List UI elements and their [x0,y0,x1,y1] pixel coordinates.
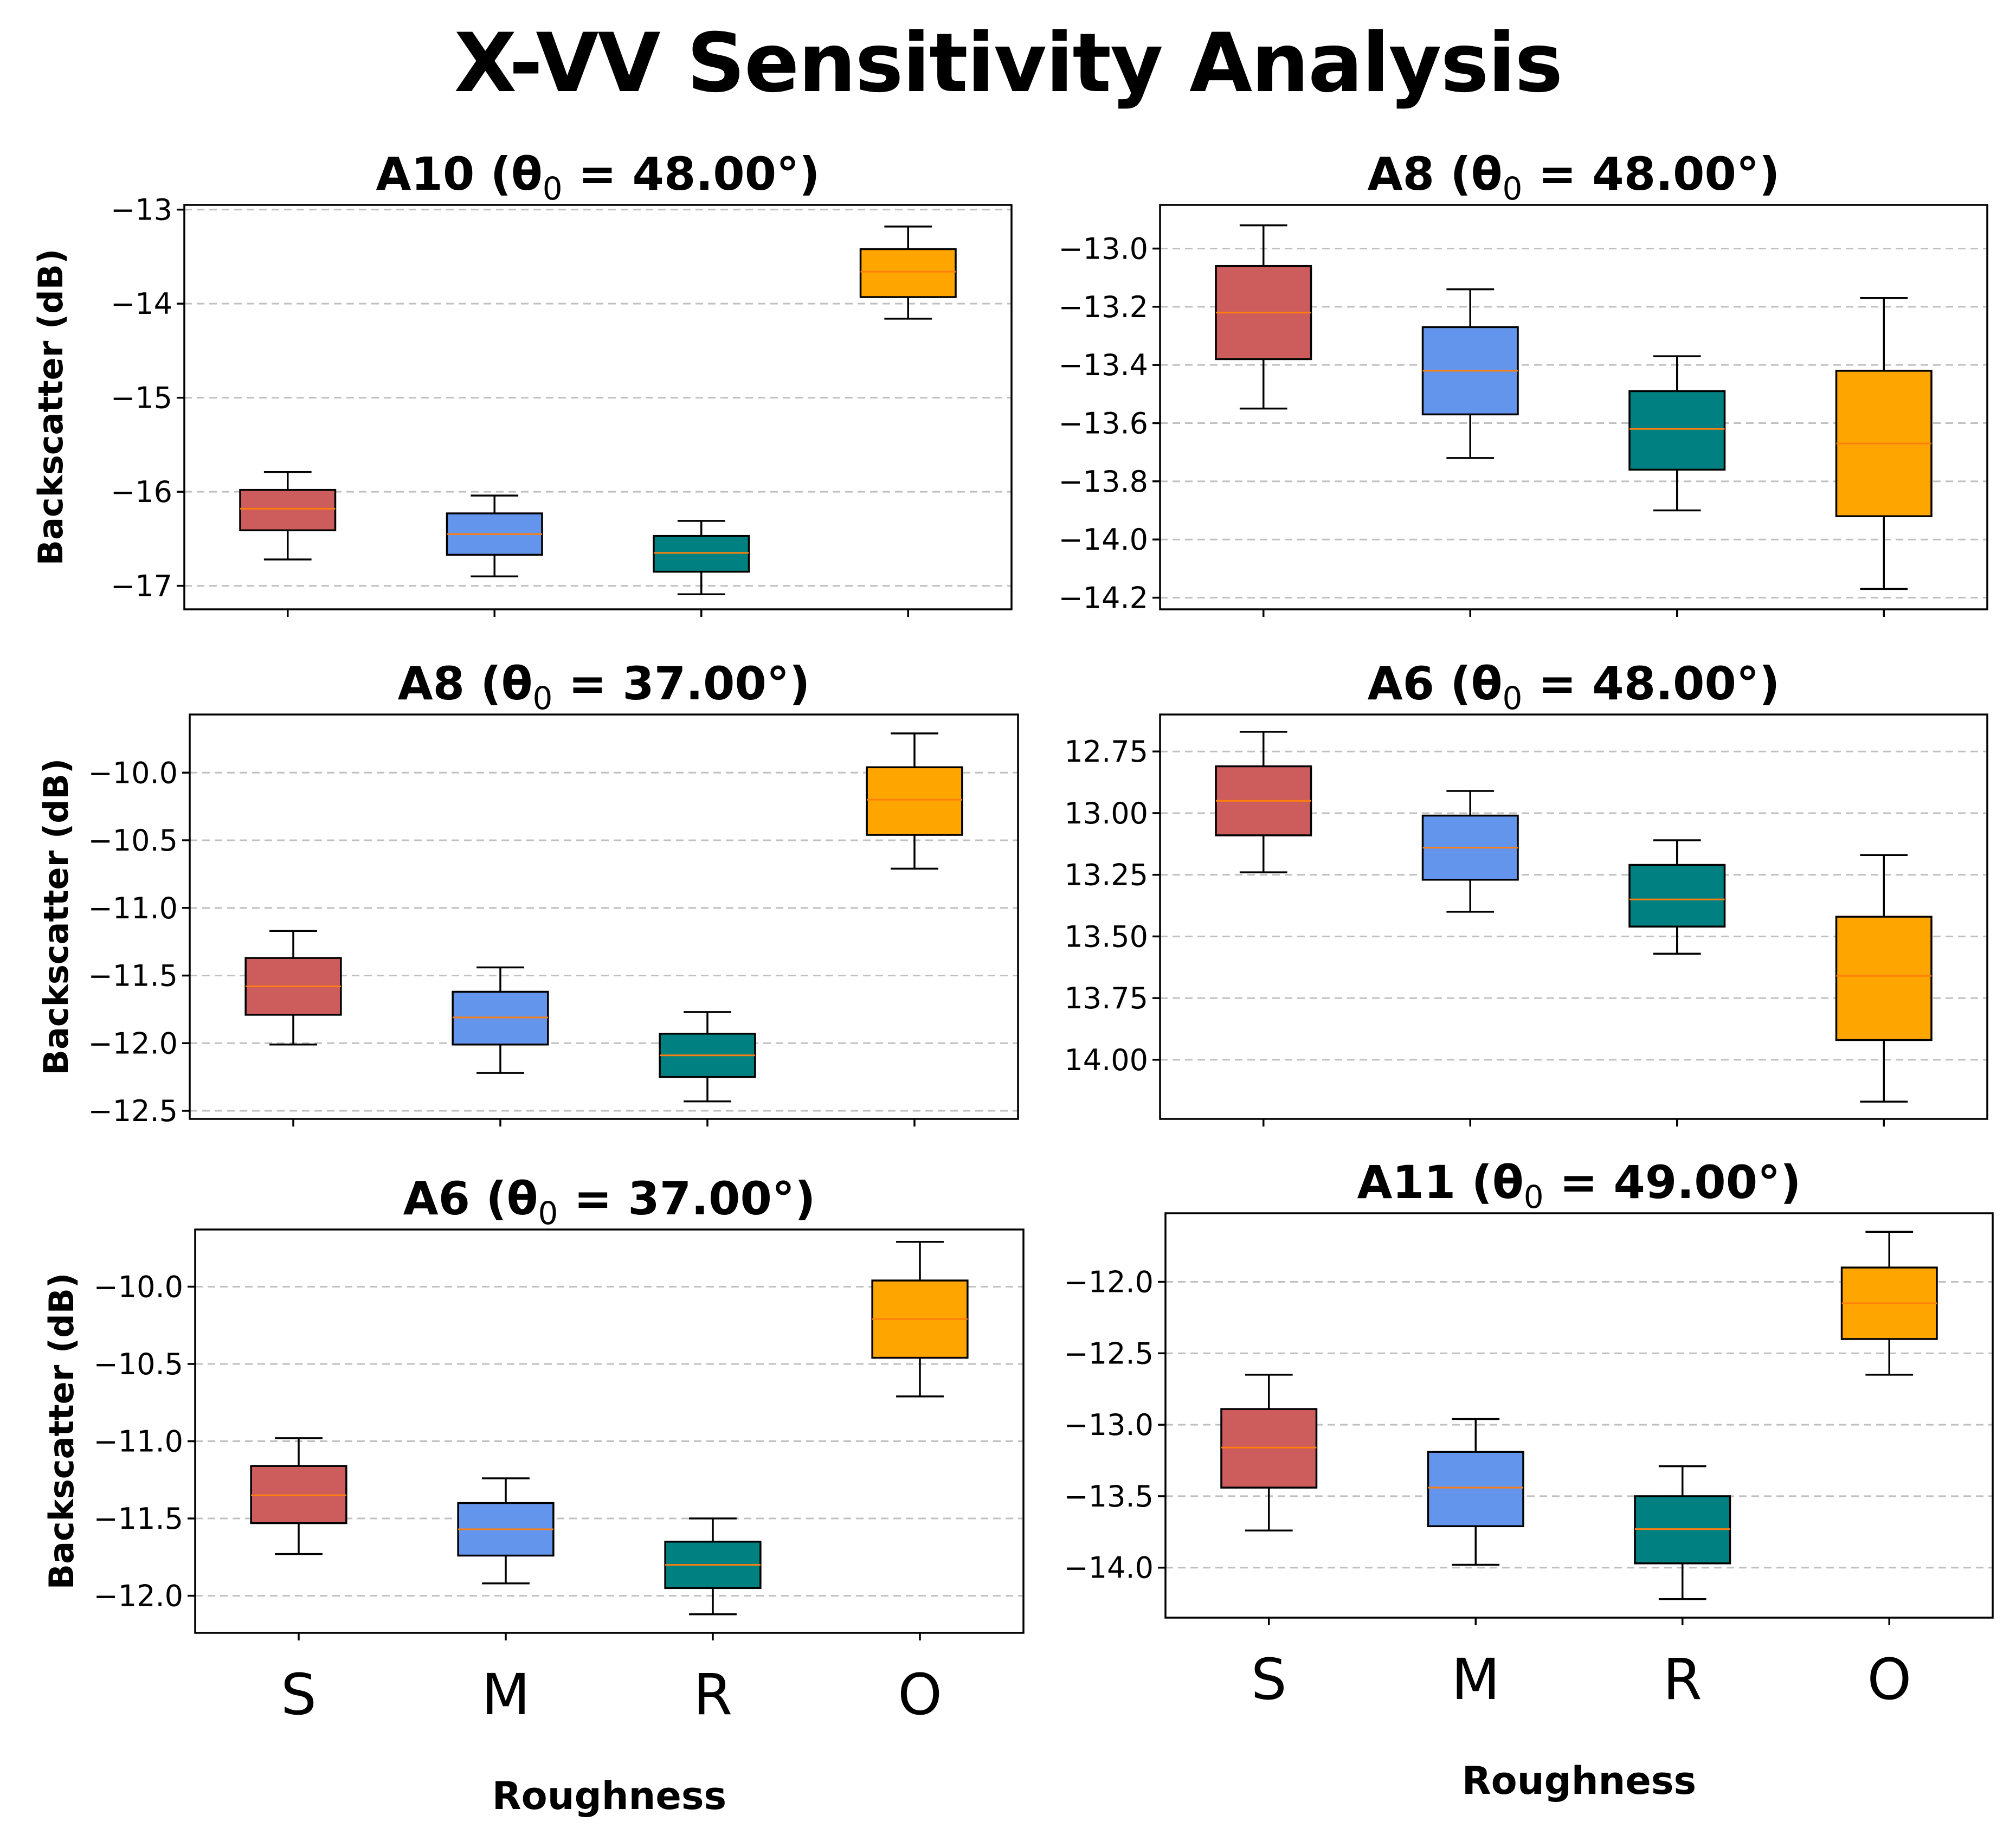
box-R [1634,1465,1731,1600]
box-S [244,930,342,1046]
y-tick-label: −12.0 [1064,1265,1154,1299]
y-tick-label: −15 [111,381,172,415]
y-tick-label: −13.6 [1059,407,1148,441]
box-body [1427,1451,1524,1528]
box-body [859,248,957,298]
axes-frame [1159,204,1988,610]
panel-6: −12.0 −12.5 −13.0 −13.5 −14.0 S M R O A11 (θ0 = 4… [1064,1156,1994,1803]
panel-title: A6 (θ0 = 37.00°) [403,1172,816,1232]
x-tick-label: S [1251,1646,1287,1713]
box-S [250,1437,347,1555]
box-M [446,494,543,578]
axes-frame [189,713,1019,1120]
box-O [871,1241,969,1398]
y-tick-label: −10.5 [88,823,178,858]
box-S [1220,1374,1318,1531]
box-body [866,766,963,836]
y-axis-label: Backscatter (dB) [36,758,76,1075]
box-M [457,1477,555,1585]
box-O [866,732,963,870]
box-O [1835,297,1933,590]
y-axis-label: Backscatter (dB) [42,1273,81,1589]
panel-3: −10.0 −10.5 −11.0 −11.5 −12.0 −12.5 A8 (θ0 = 3… [36,657,1019,1128]
y-tick-label: −13.2 [1059,290,1148,324]
box-O [859,226,957,320]
y-tick-label: −10.5 [94,1347,183,1381]
box-M [1421,790,1519,913]
box-R [1628,839,1726,955]
box-M [452,966,549,1074]
y-tick-label: 13.00 [1064,796,1148,831]
figure-title: X-VV Sensitivity Analysis [454,16,1563,111]
box-O [1840,1231,1938,1376]
axes-frame [194,1228,1025,1634]
y-tick-label: −14.2 [1059,581,1148,615]
x-tick-label: R [1663,1646,1702,1713]
box-body [1628,390,1726,471]
y-tick-label: 12.75 [1064,735,1148,769]
y-tick-label: −13.5 [1064,1479,1154,1514]
box-R [653,520,750,595]
y-tick-label: −14 [111,287,172,321]
y-tick-label: 14.00 [1064,1043,1148,1077]
y-tick-label: −12.0 [94,1579,183,1613]
y-tick-label: −12.0 [88,1026,178,1060]
y-tick-label: −17 [111,569,172,603]
axes-frame [1159,713,1988,1120]
panel-title: A8 (θ0 = 48.00°) [1368,147,1780,207]
y-axis-label: Backscatter (dB) [31,249,70,565]
axes-frame [183,204,1013,610]
box-R [1628,355,1726,512]
y-tick-label: −11.0 [88,891,178,925]
panel-title: A10 (θ0 = 48.00°) [376,147,820,207]
box-M [1427,1418,1524,1566]
x-tick-label: O [898,1662,942,1728]
y-tick-label: −14.0 [1059,523,1148,557]
box-body [1835,916,1933,1041]
x-tick-label: S [281,1662,317,1728]
panel-title: A8 (θ0 = 37.00°) [398,657,810,717]
y-tick-label: −13.0 [1059,232,1148,266]
y-tick-label: −13 [111,193,172,227]
y-tick-label: −11.5 [94,1502,183,1536]
y-tick-label: −13.0 [1064,1408,1154,1442]
box-body [653,535,750,573]
y-tick-label: 13.25 [1064,858,1148,892]
y-tick-label: −16 [111,475,172,509]
x-tick-label: R [693,1662,732,1728]
x-tick-label: M [1451,1646,1500,1713]
x-axis-label: Roughness [1462,1759,1696,1803]
y-tick-label: −11.0 [94,1425,183,1459]
box-body [239,488,337,532]
y-tick-label: −12.5 [1064,1336,1154,1370]
y-tick-label: −14.0 [1064,1551,1154,1585]
box-S [239,471,337,561]
panel-2: −13.0 −13.2 −13.4 −13.6 −13.8 −14.0 −14.2 A8 (θ… [1059,147,1988,617]
x-axis-label: Roughness [492,1774,726,1818]
panel-title: A11 (θ0 = 49.00°) [1357,1156,1801,1215]
box-R [664,1517,762,1615]
box-body [1628,864,1726,928]
box-S [1215,224,1312,410]
y-tick-label: −13.8 [1059,465,1148,499]
box-S [1215,731,1312,873]
box-M [1421,288,1519,459]
box-R [659,1011,756,1103]
y-tick-label: −10.0 [88,756,178,790]
x-tick-label: M [481,1662,530,1728]
y-tick-label: −13.4 [1059,348,1148,382]
x-tick-label: O [1867,1646,1911,1713]
y-tick-label: 13.50 [1064,919,1148,954]
y-tick-label: −12.5 [88,1094,178,1128]
panel-title: A6 (θ0 = 48.00°) [1368,657,1780,717]
y-tick-label: −11.5 [88,959,178,993]
box-O [1835,854,1933,1103]
panel-4: 12.75 13.00 13.25 13.50 13.75 14.00 A6 (θ0 = 4… [1064,657,1988,1127]
panel-5: −10.0 −10.5 −11.0 −11.5 −12.0 S M R O A6 (θ0 = 37… [42,1172,1025,1818]
y-tick-label: 13.75 [1064,981,1148,1015]
y-tick-label: −10.0 [94,1270,183,1304]
axes-frame [1164,1212,1994,1619]
panel-1: −13 −14 −15 −16 −17 A10 (θ0 = 48.00°) Backscat… [31,147,1013,617]
